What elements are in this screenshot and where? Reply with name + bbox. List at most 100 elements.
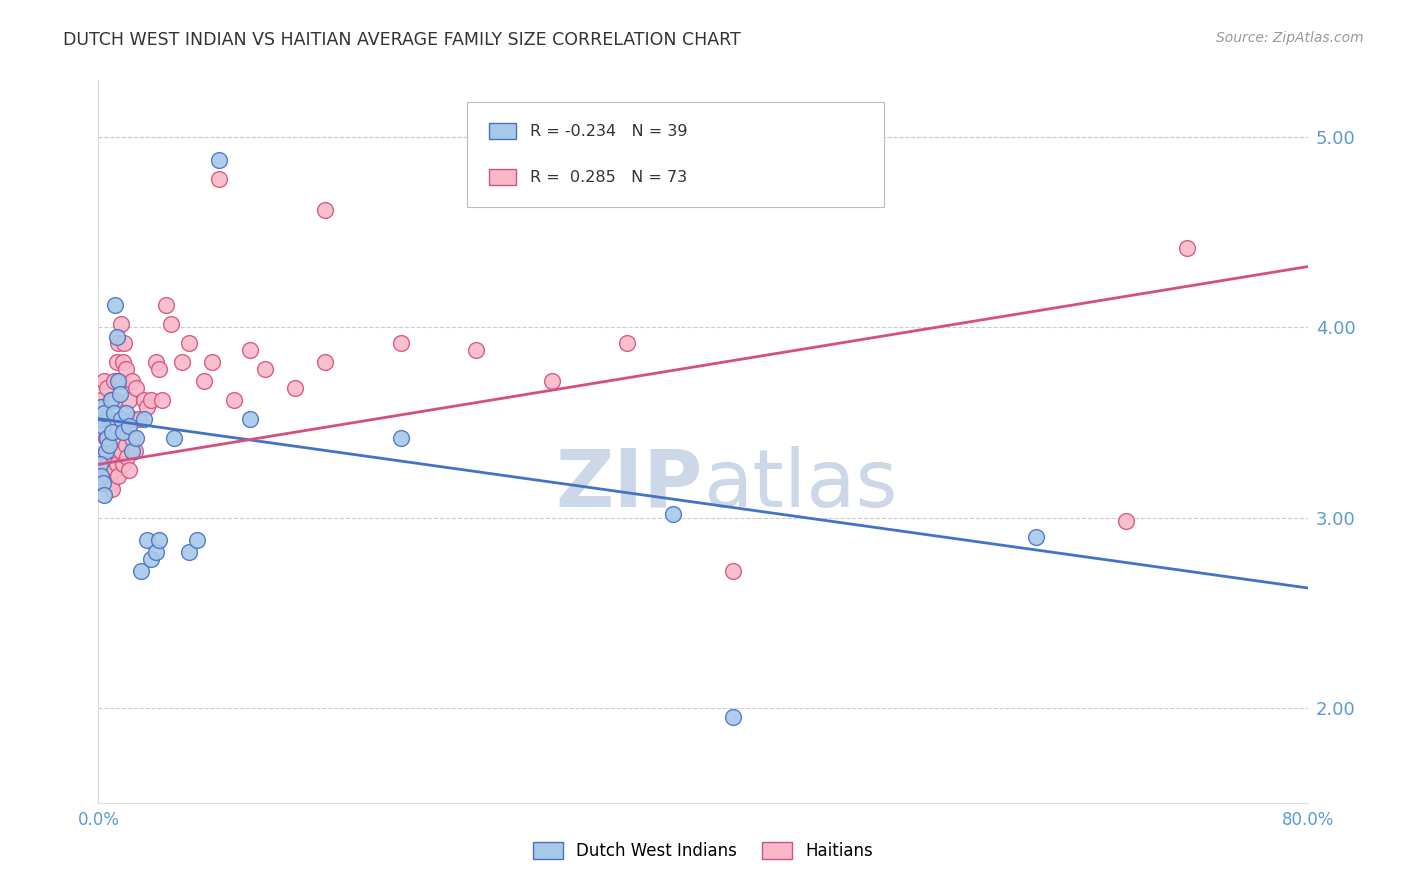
FancyBboxPatch shape	[489, 123, 516, 139]
Legend: Dutch West Indians, Haitians: Dutch West Indians, Haitians	[526, 835, 880, 867]
Point	[93, 488, 115, 502]
Point	[135, 401, 157, 415]
Point	[121, 374, 143, 388]
Point	[90, 450, 112, 464]
Text: DUTCH WEST INDIAN VS HAITIAN AVERAGE FAMILY SIZE CORRELATION CHART: DUTCH WEST INDIAN VS HAITIAN AVERAGE FAM…	[63, 31, 741, 49]
Point	[155, 298, 177, 312]
Point	[98, 468, 121, 483]
Point	[91, 401, 114, 415]
Point	[179, 335, 201, 350]
Point	[160, 317, 183, 331]
Point	[148, 533, 170, 548]
Text: atlas: atlas	[703, 446, 897, 524]
Point	[89, 458, 111, 472]
Text: R =  0.285   N = 73: R = 0.285 N = 73	[530, 169, 688, 185]
Point	[128, 411, 150, 425]
Point	[105, 354, 128, 368]
Point	[145, 354, 167, 368]
Point	[104, 298, 127, 312]
Point	[103, 374, 125, 388]
Point	[193, 374, 215, 388]
Point	[103, 463, 125, 477]
Point	[141, 552, 163, 566]
Point	[114, 362, 136, 376]
Point	[96, 381, 118, 395]
Point	[1115, 515, 1137, 529]
Point	[90, 392, 112, 407]
Point	[104, 392, 127, 407]
Point	[101, 419, 124, 434]
Point	[208, 153, 231, 168]
Point	[118, 392, 141, 407]
Point	[122, 411, 145, 425]
Point	[224, 392, 246, 407]
Point	[100, 476, 122, 491]
Point	[89, 411, 111, 425]
Point	[110, 444, 132, 458]
Point	[107, 335, 129, 350]
Point	[111, 458, 134, 472]
Point	[314, 354, 336, 368]
Point	[100, 392, 122, 407]
Point	[125, 431, 148, 445]
Point	[179, 545, 201, 559]
Point	[121, 444, 143, 458]
Point	[186, 533, 208, 548]
Point	[112, 425, 135, 439]
FancyBboxPatch shape	[467, 102, 884, 207]
Point	[124, 444, 146, 458]
Point	[94, 431, 117, 445]
Point	[101, 425, 124, 439]
Point	[108, 431, 131, 445]
Point	[100, 392, 122, 407]
Point	[110, 317, 132, 331]
Point	[141, 392, 163, 407]
Text: ZIP: ZIP	[555, 446, 703, 524]
Point	[107, 468, 129, 483]
Point	[129, 564, 152, 578]
Point	[91, 458, 114, 472]
Point	[208, 172, 231, 186]
Point	[103, 406, 125, 420]
Point	[94, 476, 117, 491]
Point	[110, 411, 132, 425]
Point	[90, 468, 112, 483]
Point	[723, 564, 745, 578]
Point	[170, 354, 193, 368]
Point	[91, 419, 114, 434]
Point	[90, 401, 112, 415]
Point	[104, 444, 127, 458]
Point	[98, 438, 121, 452]
Point	[465, 343, 488, 358]
Point	[389, 431, 412, 445]
Point	[118, 419, 141, 434]
Point	[1175, 241, 1198, 255]
Point	[616, 335, 638, 350]
Point	[118, 463, 141, 477]
Point	[108, 387, 131, 401]
Point	[115, 450, 138, 464]
Point	[94, 444, 117, 458]
Point	[108, 374, 131, 388]
Text: R = -0.234   N = 39: R = -0.234 N = 39	[530, 124, 688, 139]
Point	[284, 381, 307, 395]
Point	[389, 335, 412, 350]
Point	[1024, 530, 1046, 544]
Point	[112, 335, 135, 350]
Point	[105, 330, 128, 344]
Point	[132, 392, 155, 407]
Point	[723, 710, 745, 724]
Point	[93, 374, 115, 388]
Point	[540, 374, 562, 388]
Point	[239, 411, 262, 425]
Point	[105, 458, 128, 472]
Point	[150, 392, 173, 407]
Point	[96, 431, 118, 445]
Point	[132, 411, 155, 425]
Point	[201, 354, 224, 368]
Point	[253, 362, 276, 376]
Point	[314, 202, 336, 217]
Point	[111, 354, 134, 368]
Point	[101, 482, 124, 496]
FancyBboxPatch shape	[489, 169, 516, 186]
